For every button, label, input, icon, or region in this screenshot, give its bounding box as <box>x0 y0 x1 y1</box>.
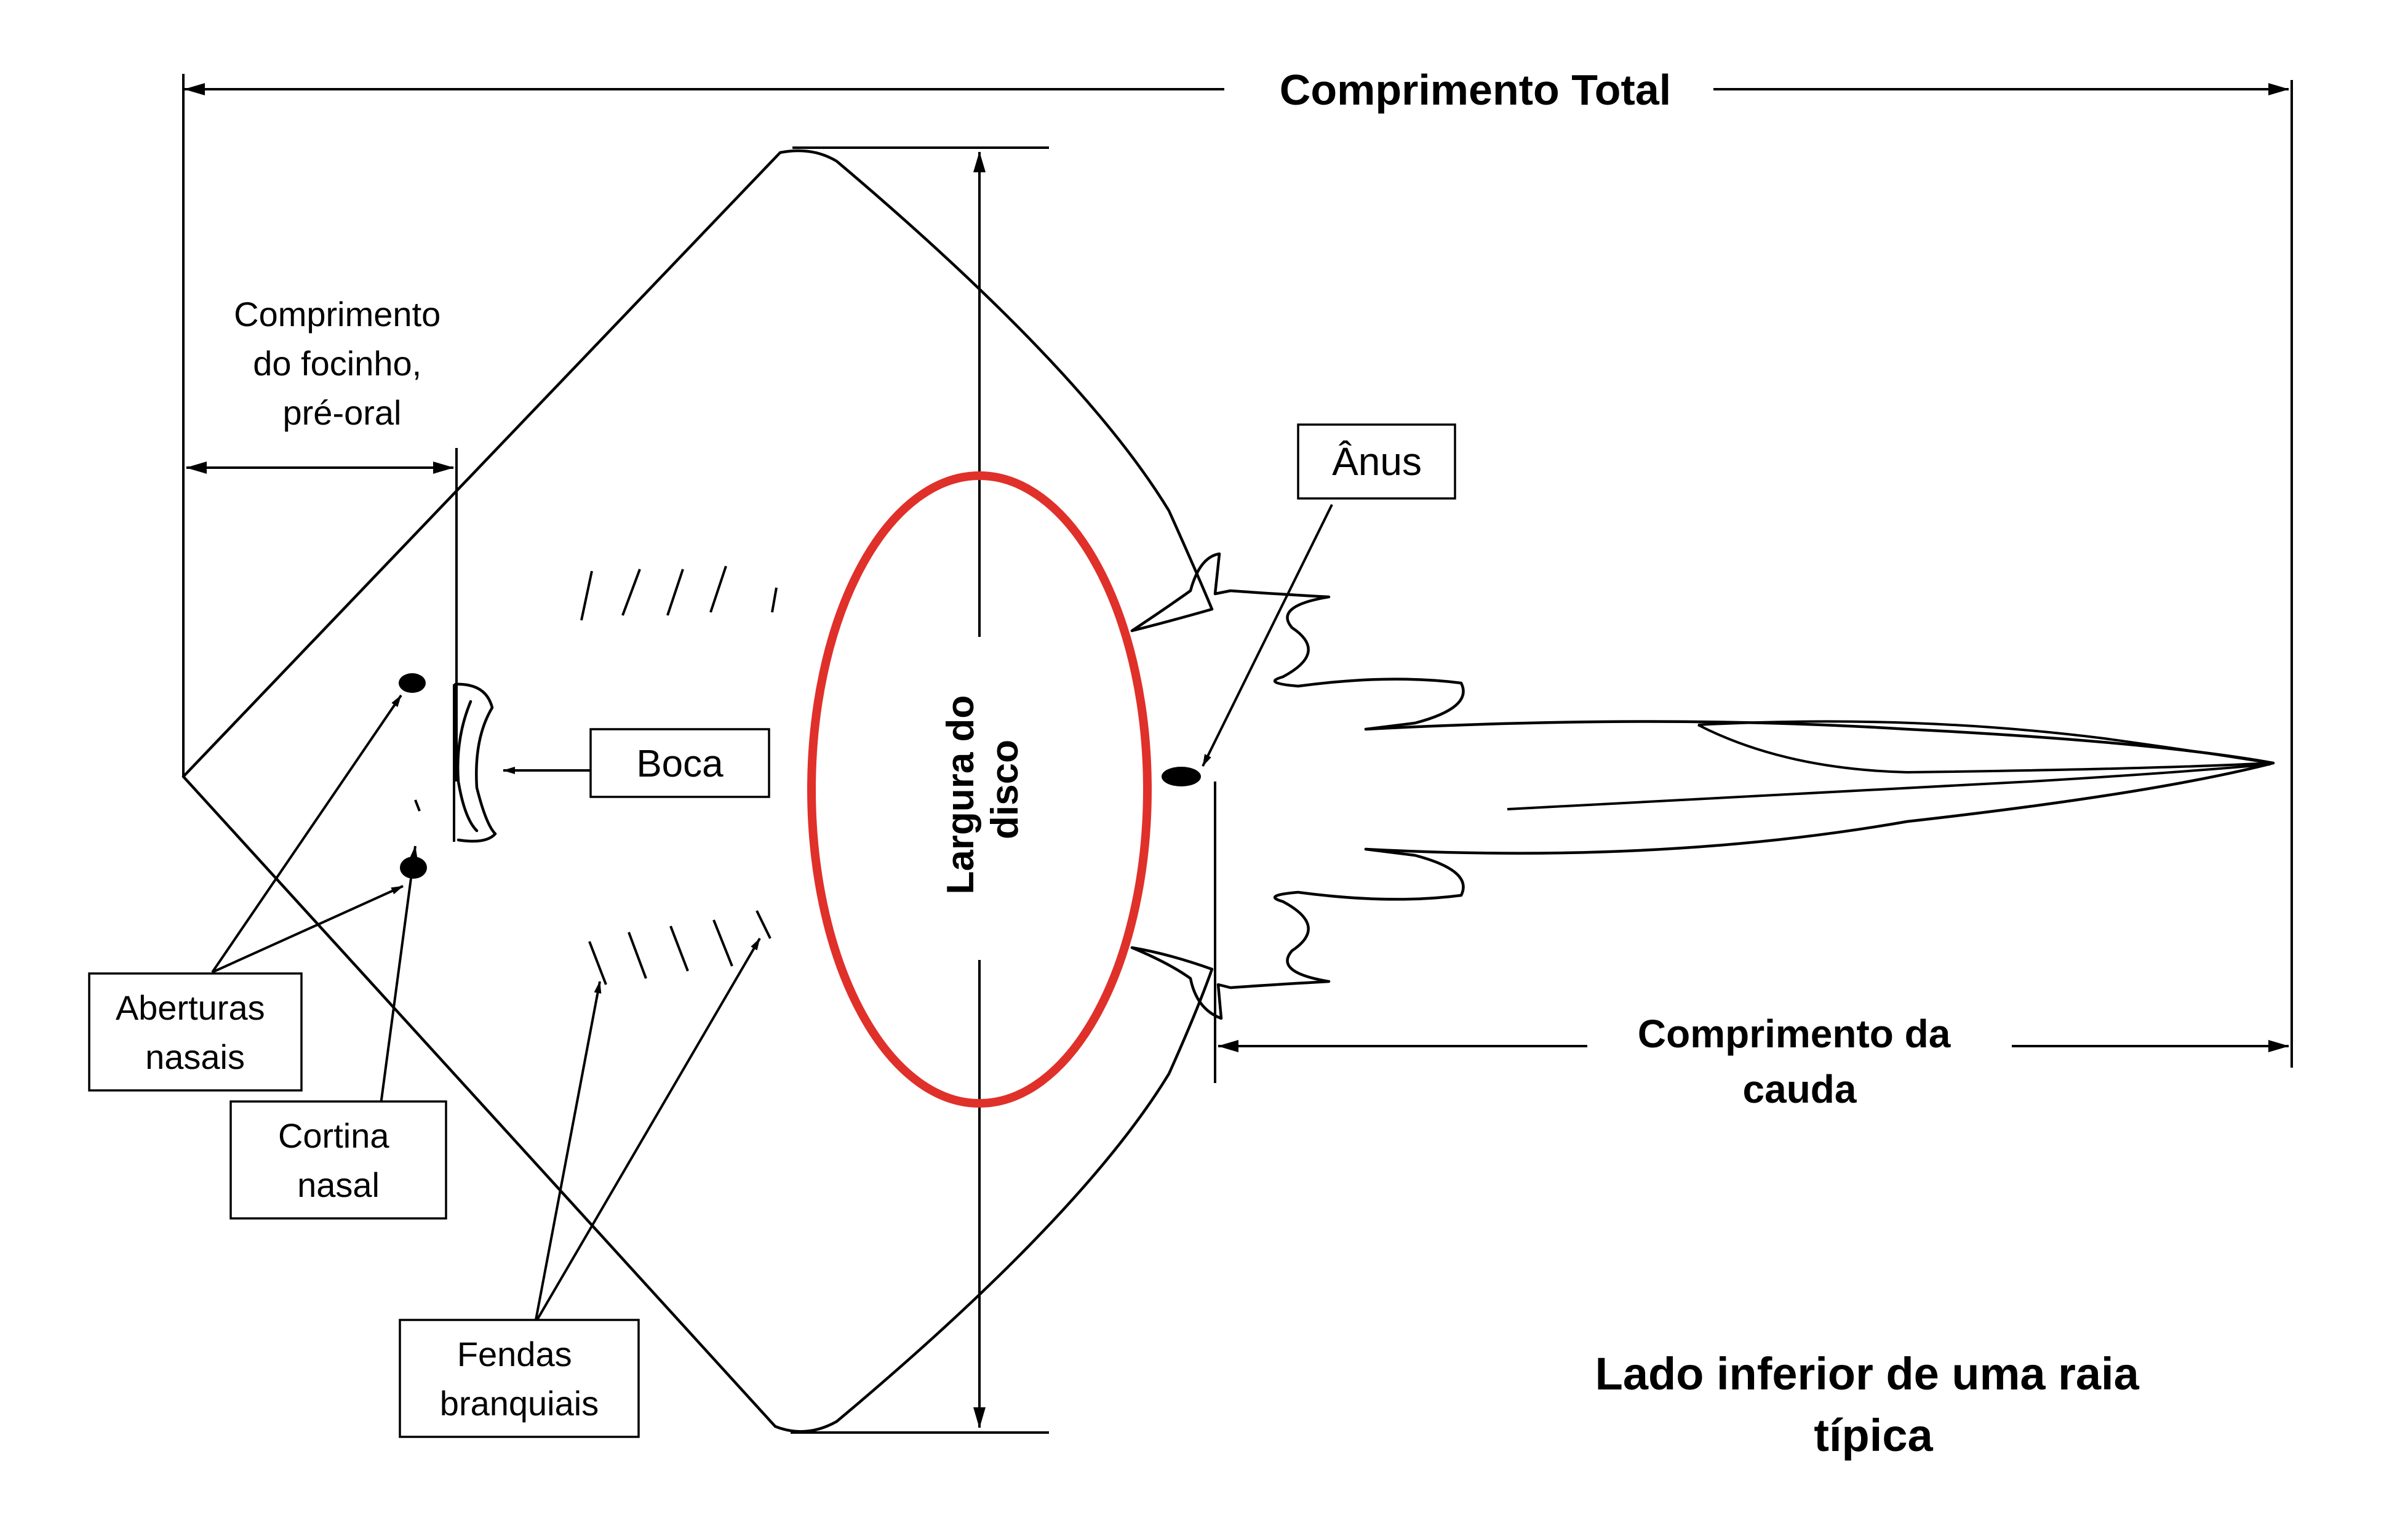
anus-label: Ânus <box>1332 439 1422 484</box>
snout-length-line-3: pré-oral <box>283 393 402 432</box>
disc-width-dimension <box>791 146 1049 1434</box>
gill-slits-label: Fendas branquiais <box>440 1335 599 1423</box>
snout-length-line-2: do focinho, <box>253 344 421 383</box>
nasal-opening-upper <box>399 673 426 693</box>
mouth-inner <box>456 700 479 833</box>
anus-label-box <box>1297 423 1456 500</box>
nasal-curtain-mark <box>414 799 421 812</box>
snout-length-dimension <box>186 448 458 781</box>
tail-length-label: Comprimento da cauda <box>1638 1012 1961 1111</box>
gill-slits-line-1: Fendas <box>457 1335 572 1373</box>
snout-length-label: Comprimento do focinho, pré-oral <box>234 295 450 432</box>
tail-length-line-2: cauda <box>1743 1067 1857 1111</box>
lower-pelvic-fin <box>1130 847 1465 1020</box>
tail-length-dimension <box>1214 781 2289 1083</box>
gill-slits-label-box <box>399 1319 640 1438</box>
ray-disc-outline <box>181 149 1214 1433</box>
tail-length-line-1: Comprimento da <box>1638 1012 1951 1056</box>
disc-width-label: Largura do disco <box>939 684 1026 894</box>
nasal-openings-line-1: Aberturas <box>116 988 265 1027</box>
nasal-openings-label-box <box>88 972 303 1092</box>
tail <box>1364 720 2275 855</box>
nasal-curtain-line-2: nasal <box>297 1165 380 1204</box>
upper-pelvic-fin <box>1130 552 1465 731</box>
snout-length-line-1: Comprimento <box>234 295 441 334</box>
gill-slits-line-2: branquiais <box>440 1384 599 1423</box>
total-length-dimension <box>182 74 2293 1068</box>
mouth-shape <box>453 682 497 843</box>
nasal-curtain-line-1: Cortina <box>278 1116 389 1155</box>
nasal-openings-label: Aberturas nasais <box>116 988 274 1076</box>
anus-mark <box>1162 767 1201 786</box>
diagram-title-line-2: típica <box>1814 1410 1933 1461</box>
mouth-label: Boca <box>636 743 724 785</box>
nasal-curtain-label: Cortina nasal <box>278 1116 399 1204</box>
disc-width-line-2: disco <box>984 740 1026 839</box>
gill-slits-upper <box>580 566 778 621</box>
nasal-curtain-label-box <box>229 1100 447 1220</box>
disc-width-line-1: Largura do <box>939 695 982 895</box>
gill-slits-lower <box>588 910 771 985</box>
mouth-label-box <box>589 728 770 798</box>
diagram-title-line-1: Lado inferior de uma raia <box>1595 1348 2140 1399</box>
diagram-title: Lado inferior de uma raia típica <box>1595 1348 2152 1461</box>
pointer-arrows <box>211 504 1333 1324</box>
nasal-openings-line-2: nasais <box>145 1037 245 1076</box>
disc-width-highlight <box>807 471 1152 1108</box>
total-length-label: Comprimento Total <box>1280 66 1671 114</box>
